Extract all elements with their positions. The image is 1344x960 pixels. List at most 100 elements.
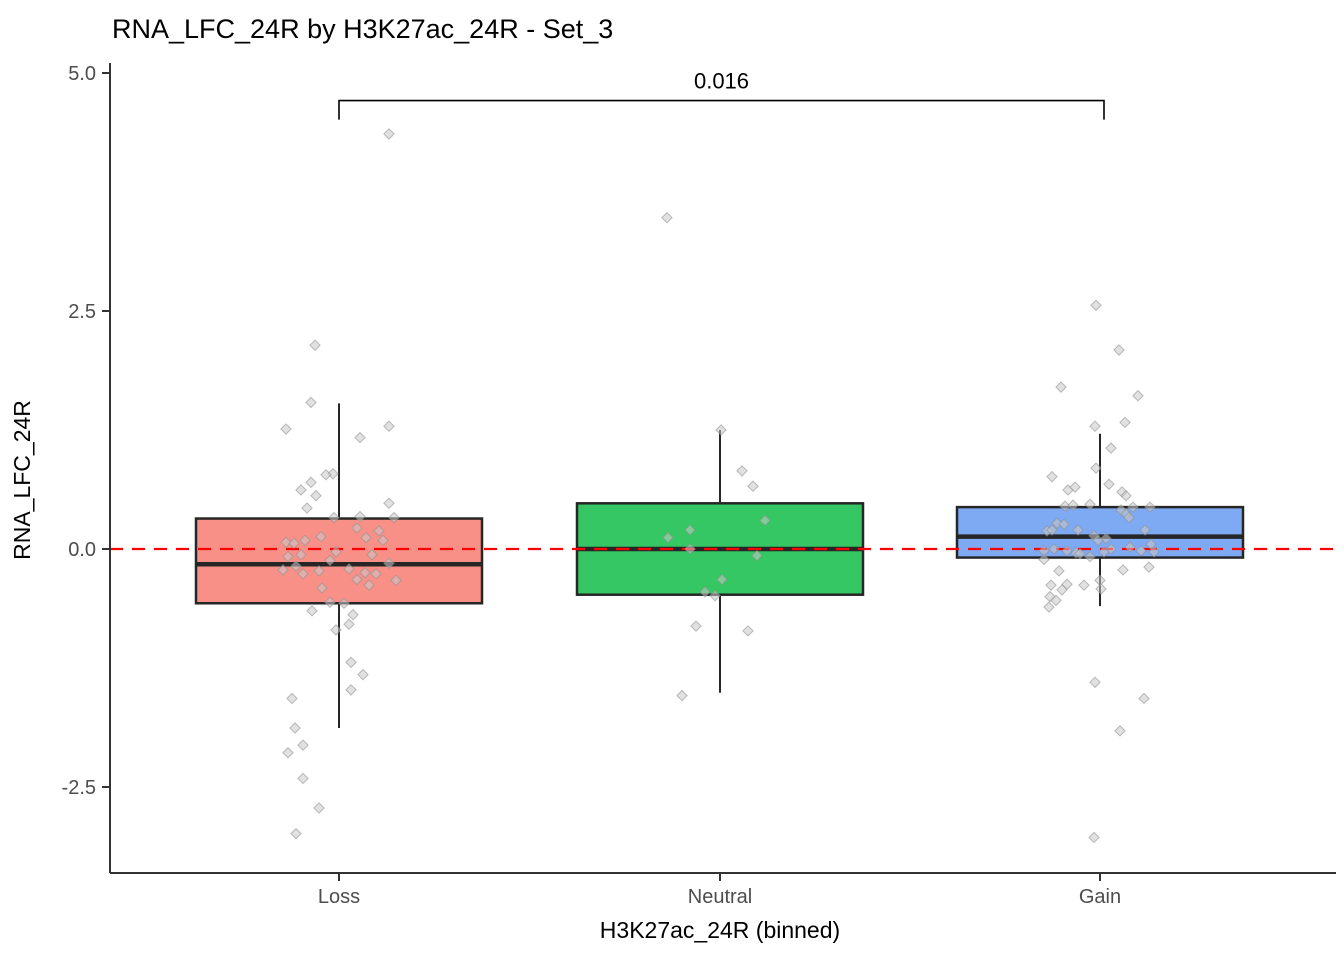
jitter-point <box>324 596 336 609</box>
jitter-point <box>1061 545 1073 557</box>
jitter-point <box>684 543 696 555</box>
jitter-point <box>662 531 674 544</box>
jitter-point <box>1056 584 1068 596</box>
jitter-point <box>1092 534 1104 547</box>
jitter-point <box>661 211 673 224</box>
jitter-point <box>305 476 317 489</box>
jitter-point <box>1132 389 1144 402</box>
y-tick-label: -2.5 <box>62 777 96 799</box>
jitter-point <box>310 489 322 502</box>
jitter-point <box>1084 498 1096 511</box>
jitter-point <box>709 589 721 602</box>
jitter-point <box>313 802 325 814</box>
jitter-point <box>345 656 357 669</box>
jitter-point <box>751 549 763 562</box>
jitter-point <box>363 579 375 591</box>
jitter-point <box>1144 501 1156 513</box>
x-tick-label: Neutral <box>688 886 752 908</box>
jitter-point <box>328 511 340 524</box>
jitter-point <box>338 597 350 610</box>
jitter-point <box>320 468 332 481</box>
jitter-point <box>699 586 711 598</box>
jitter-point <box>759 514 771 527</box>
jitter-point <box>1058 518 1070 531</box>
x-tick-label: Loss <box>318 886 360 908</box>
y-axis-title: RNA_LFC_24R <box>9 400 35 560</box>
jitter-point <box>747 480 759 492</box>
y-tick-label: 0.0 <box>68 539 96 561</box>
jitter-point <box>1084 550 1096 563</box>
jitter-point <box>1105 442 1117 454</box>
jitter-point <box>1127 501 1139 513</box>
jitter-point <box>1074 547 1086 560</box>
jitter-point <box>742 625 754 637</box>
jitter-point <box>1143 561 1155 573</box>
jitter-point <box>1089 420 1101 432</box>
jitter-point <box>383 497 395 510</box>
jitter-point <box>1117 564 1129 576</box>
jitter-point <box>309 339 321 352</box>
jitter-point <box>313 565 325 577</box>
jitter-point <box>301 502 313 514</box>
y-tick-label: 5.0 <box>68 63 96 85</box>
box-loss <box>194 517 484 605</box>
jitter-point <box>1043 601 1055 613</box>
jitter-point <box>1078 579 1090 591</box>
jitter-point <box>324 554 336 567</box>
jitter-point <box>345 684 357 696</box>
jitter-point <box>1123 511 1135 524</box>
jitter-point <box>736 465 748 477</box>
jitter-point <box>1051 517 1063 530</box>
y-tick-label: 2.5 <box>68 301 96 323</box>
x-axis-title: H3K27ac_24R (binned) <box>600 917 840 943</box>
jitter-point <box>1100 532 1112 545</box>
jitter-point <box>390 574 402 587</box>
jitter-point <box>715 424 727 436</box>
jitter-point <box>366 548 378 561</box>
jitter-point <box>1048 543 1060 555</box>
jitter-point <box>1138 692 1150 705</box>
jitter-point <box>297 739 309 751</box>
jitter-point <box>377 534 389 547</box>
jitter-point <box>1045 579 1057 591</box>
jitter-point <box>1148 546 1160 558</box>
jitter-point <box>282 746 294 759</box>
jitter-point <box>288 537 300 550</box>
jitter-point <box>299 534 311 547</box>
jitter-point <box>1038 545 1050 557</box>
jitter-point <box>716 573 728 586</box>
jitter-point <box>280 536 292 549</box>
jitter-point <box>354 510 366 523</box>
jitter-point <box>359 567 371 579</box>
jitter-point <box>370 567 382 580</box>
jitter-point <box>330 624 342 636</box>
significance-label: 0.016 <box>694 69 749 94</box>
jitter-point <box>1046 470 1058 483</box>
jitter-point <box>1124 541 1136 553</box>
jitter-point <box>282 550 294 563</box>
jitter-point <box>343 618 355 631</box>
jitter-point <box>1103 478 1115 491</box>
jitter-point <box>676 689 688 702</box>
bracket-line <box>338 99 1105 120</box>
jitter-point <box>1053 565 1065 577</box>
jitter-point <box>351 573 363 586</box>
jitter-point <box>1113 344 1125 356</box>
jitter-point <box>295 484 307 496</box>
jitter-point <box>1090 299 1102 312</box>
jitter-point <box>357 668 369 681</box>
jitter-point <box>289 722 301 734</box>
axes-layer: 5.0 2.5 0.0 -2.5 Loss Neutral Gain <box>62 63 1336 908</box>
jitter-point <box>354 431 366 444</box>
jitter-point <box>1067 499 1079 512</box>
jitter-point <box>383 420 395 432</box>
jitter-point <box>280 423 292 435</box>
jitter-point <box>1038 553 1050 566</box>
jitter-point <box>330 546 342 558</box>
jitter-point <box>388 511 400 524</box>
chart-title: RNA_LFC_24R by H3K27ac_24R - Set_3 <box>112 14 613 44</box>
jitter-point <box>1095 583 1107 595</box>
jitter-points-layer <box>277 128 1160 844</box>
jitter-point <box>286 692 298 705</box>
